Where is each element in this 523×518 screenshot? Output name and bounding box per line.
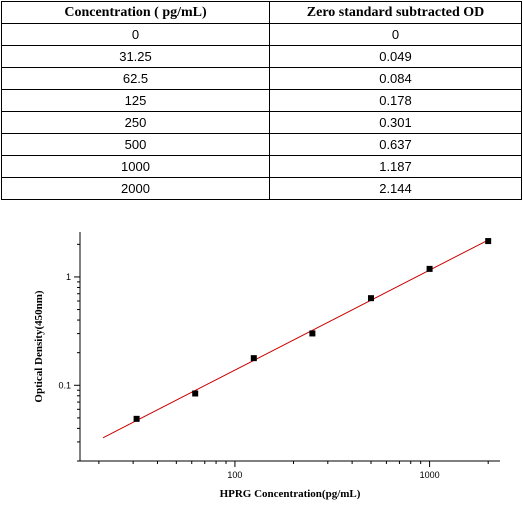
x-tick-label: 100	[227, 470, 242, 480]
x-axis-title: HPRG Concentration(pg/mL)	[220, 488, 361, 500]
data-point	[367, 295, 374, 302]
table-row: 62.5 0.084	[1, 67, 522, 90]
cell-concentration: 125	[1, 89, 270, 112]
fit-line-group	[102, 239, 489, 439]
table-row: 125 0.178	[1, 89, 522, 112]
header-concentration: Concentration ( pg/mL)	[1, 1, 270, 24]
standard-curve-table: Concentration ( pg/mL) Zero standard sub…	[1, 1, 522, 200]
cell-od: 0.637	[269, 133, 522, 156]
table-row: 31.25 0.049	[1, 45, 522, 68]
cell-od: 2.144	[269, 177, 522, 200]
table-row: 500 0.637	[1, 133, 522, 156]
chart-ticks: 100 1000 0.1 1	[58, 243, 489, 480]
y-tick-label: 1	[66, 272, 71, 282]
data-point	[485, 238, 492, 245]
cell-concentration: 2000	[1, 177, 270, 200]
cell-od: 0.301	[269, 111, 522, 134]
data-points	[133, 238, 492, 422]
y-tick-label: 0.1	[58, 380, 71, 390]
cell-od: 0.178	[269, 89, 522, 112]
cell-concentration: 31.25	[1, 45, 270, 68]
data-point	[309, 330, 316, 337]
data-point	[133, 415, 140, 422]
fit-line	[102, 239, 489, 439]
table-row: 2000 2.144	[1, 177, 522, 200]
cell-od: 0	[269, 23, 522, 46]
data-point	[250, 355, 257, 362]
x-tick-label: 1000	[420, 470, 440, 480]
cell-concentration: 500	[1, 133, 270, 156]
data-point	[192, 390, 199, 397]
data-point	[426, 265, 433, 272]
cell-od: 0.049	[269, 45, 522, 68]
cell-od: 0.084	[269, 67, 522, 90]
table-header-row: Concentration ( pg/mL) Zero standard sub…	[1, 1, 522, 24]
table-row: 1000 1.187	[1, 155, 522, 178]
y-axis-title: Optical Density(450nm)	[33, 290, 45, 402]
standard-curve-chart: 100 1000 0.1 1 HPRG Concentration(pg/mL) Op…	[33, 232, 500, 500]
cell-od: 1.187	[269, 155, 522, 178]
cell-concentration: 0	[1, 23, 270, 46]
cell-concentration: 62.5	[1, 67, 270, 90]
cell-concentration: 250	[1, 111, 270, 134]
header-od: Zero standard subtracted OD	[269, 1, 522, 24]
table-row: 250 0.301	[1, 111, 522, 134]
cell-concentration: 1000	[1, 155, 270, 178]
